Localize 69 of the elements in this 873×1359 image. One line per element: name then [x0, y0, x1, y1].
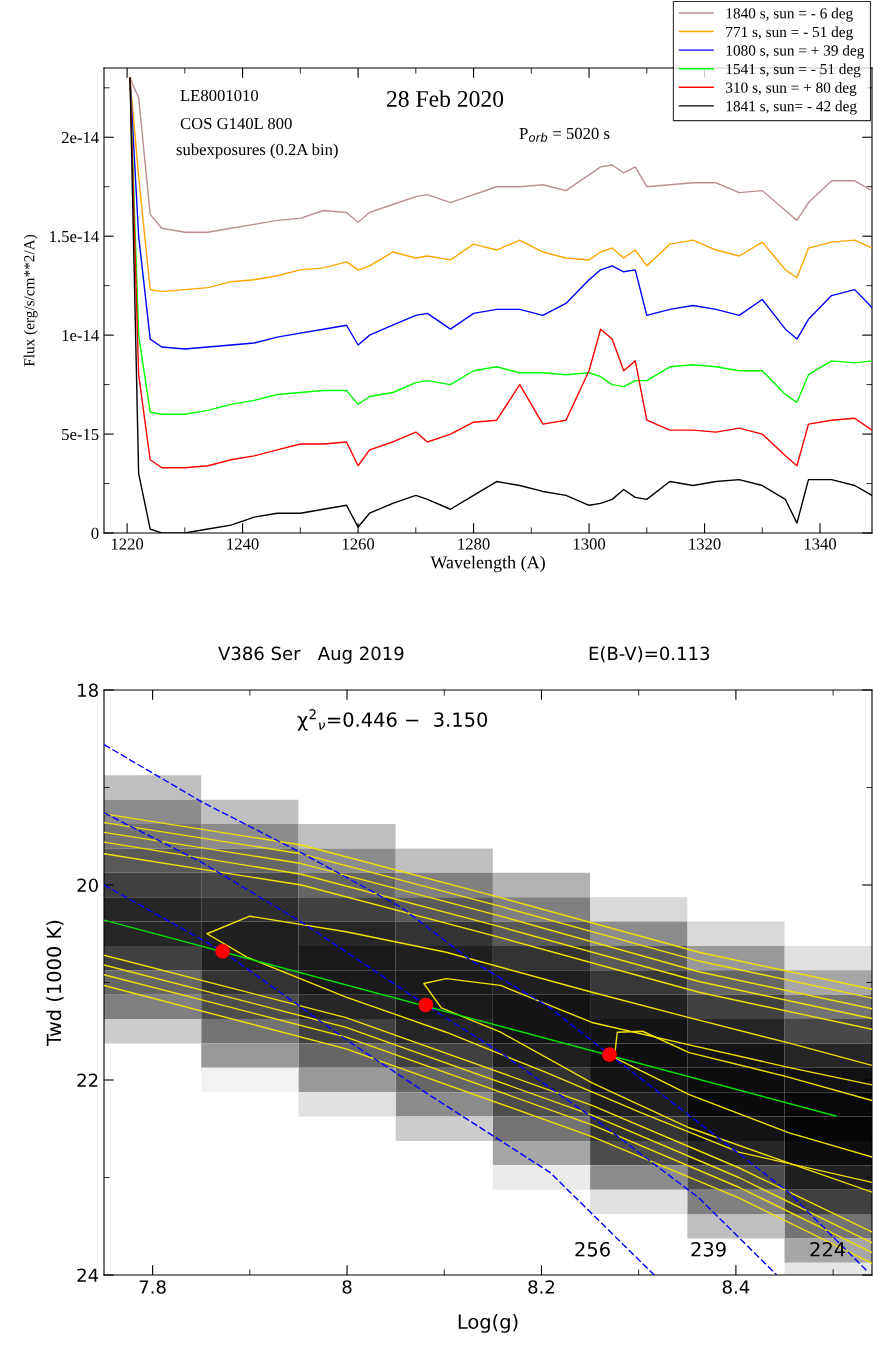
legend-label: 771 s, sun = - 51 deg [726, 26, 853, 41]
annotation: 256 [575, 1241, 610, 1257]
x-tick-label: 1260 [342, 538, 375, 550]
y-axis-title: Flux (erg/s/cm**2/A) [23, 234, 38, 367]
bar [395, 848, 493, 873]
y-tick-label: 24 [77, 1268, 99, 1282]
legend-label: 1840 s, sun = - 6 deg [726, 7, 853, 22]
x-tick-label: 8 [342, 1280, 352, 1294]
bar [104, 799, 202, 825]
bar [590, 897, 688, 922]
annotation: 239 [691, 1241, 726, 1257]
bar [395, 921, 493, 946]
annotation: COS G140L 800 [180, 117, 292, 130]
y-tick-label: 0 [91, 527, 99, 539]
bar [492, 1140, 591, 1166]
text: 28 Feb 2020 [387, 90, 504, 107]
bar [492, 945, 591, 971]
bar [104, 775, 202, 800]
x-tick-label: 8.4 [722, 1280, 750, 1294]
annotation: χ$^{2}$$_{ν}$=0.446 − 3.150 [297, 709, 488, 731]
text: E(B-V)=0.113 [589, 646, 710, 663]
bar [201, 1043, 299, 1068]
x-tick-label: 1320 [689, 538, 721, 550]
annotation: subexposures (0.2A bin) [176, 143, 338, 159]
point [418, 997, 434, 1013]
bar [590, 994, 688, 1020]
y-tick-label: 5e-15 [62, 428, 99, 441]
bar [492, 1116, 591, 1141]
y-tick-label: 18 [78, 683, 98, 698]
bar [492, 872, 591, 898]
bar [492, 1165, 591, 1190]
x-tick-label: 7.8 [139, 1280, 166, 1294]
x-tick-label: 1340 [804, 538, 837, 550]
y-tick-label: 2e-14 [61, 132, 99, 144]
x-axis-title: Wavelength (A) [430, 555, 545, 573]
chart-title: V386 Ser Aug 2019 [218, 646, 404, 664]
line-series [104, 812, 778, 1275]
bar [201, 799, 299, 825]
line-series [104, 884, 655, 1275]
y-tick-label: 20 [77, 878, 98, 893]
point [215, 944, 230, 959]
y-tick-label: 1.5e-14 [50, 230, 99, 243]
legend-label: 1080 s, sun = + 39 deg [726, 44, 865, 59]
x-tick-label: 1220 [111, 538, 144, 550]
bar [395, 1116, 493, 1141]
legend-label: 1541 s, sun = - 51 deg [726, 63, 861, 78]
x-tick-label: 1300 [573, 538, 606, 550]
legend-label: 1841 s, sun= - 42 deg [726, 100, 857, 115]
point [602, 1047, 617, 1062]
y-tick-label: 22 [77, 1073, 98, 1087]
y-tick-label: 1e-14 [62, 329, 99, 342]
bar [298, 994, 396, 1020]
bar [201, 1019, 299, 1044]
annotation: LE8001010 [180, 89, 259, 102]
bar [298, 1067, 396, 1093]
bar [201, 1067, 299, 1093]
annotation: 224 [810, 1241, 846, 1257]
bar [298, 1043, 396, 1068]
x-axis-title: Log(g) [458, 1314, 518, 1333]
line-series [104, 743, 869, 1273]
x-tick-label: 1240 [227, 538, 259, 550]
bar [687, 921, 785, 946]
y-axis-title: Twd (1000 K) [46, 920, 64, 1046]
bar [590, 970, 688, 995]
annotation: P$_{orb}$ = 5020 s [519, 127, 610, 142]
x-tick-label: 8.2 [528, 1280, 555, 1294]
bar [298, 824, 396, 849]
legend-label: 310 s, sun = + 80 deg [726, 82, 857, 96]
x-tick-label: 1280 [458, 538, 490, 550]
